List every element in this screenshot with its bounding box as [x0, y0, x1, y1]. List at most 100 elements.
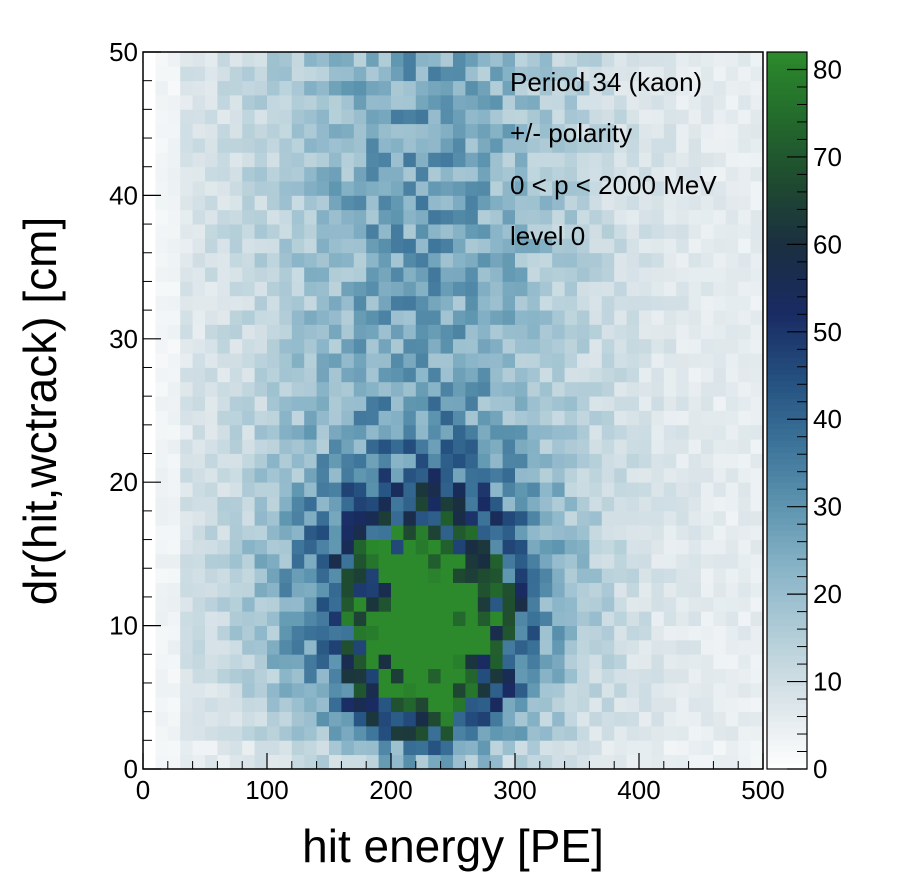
heatmap-cell: [267, 654, 280, 670]
heatmap-cell: [180, 539, 193, 555]
heatmap-cell: [192, 152, 206, 168]
heatmap-cell: [205, 267, 218, 282]
heatmap-cell: [304, 80, 317, 96]
heatmap-cell: [304, 482, 317, 497]
heatmap-cell: [391, 582, 404, 598]
heatmap-cell: [676, 238, 689, 254]
heatmap-cell: [539, 496, 553, 512]
heatmap-cell: [155, 353, 169, 368]
heatmap-cell: [725, 582, 739, 598]
heatmap-cell: [378, 252, 392, 268]
heatmap-cell: [601, 611, 615, 626]
heatmap-cell: [490, 668, 503, 684]
heatmap-cell: [366, 510, 379, 526]
colorbar-segment: [767, 189, 807, 196]
heatmap-cell: [515, 410, 528, 426]
heatmap-cell: [676, 338, 689, 354]
heatmap-cell: [577, 123, 590, 139]
heatmap-cell: [453, 639, 466, 655]
heatmap-cell: [440, 338, 454, 354]
colorbar-segment: [767, 476, 807, 483]
heatmap-cell: [564, 138, 578, 153]
heatmap-cell: [564, 711, 578, 727]
heatmap-cell: [601, 496, 615, 512]
heatmap-cell: [316, 668, 330, 684]
heatmap-cell: [601, 711, 615, 727]
heatmap-cell: [527, 166, 541, 182]
heatmap-cell: [440, 639, 454, 655]
heatmap-cell: [415, 52, 429, 67]
heatmap-cell: [316, 295, 330, 311]
heatmap-cell: [465, 625, 479, 641]
heatmap-cell: [304, 410, 317, 426]
heatmap-cell: [428, 353, 441, 368]
heatmap-cell: [701, 66, 714, 82]
heatmap-cell: [589, 109, 603, 125]
colorbar-segment: [767, 52, 807, 59]
heatmap-cell: [725, 310, 739, 325]
heatmap-cell: [341, 166, 355, 182]
heatmap-cell: [440, 525, 454, 540]
heatmap-cell: [167, 109, 181, 125]
heatmap-cell: [614, 138, 627, 153]
heatmap-cell: [217, 224, 231, 239]
heatmap-cell: [229, 697, 243, 713]
heatmap-cell: [403, 496, 417, 512]
heatmap-cell: [366, 553, 379, 569]
heatmap-cell: [564, 52, 578, 67]
heatmap-cell: [589, 553, 603, 569]
heatmap-cell: [465, 353, 479, 368]
heatmap-cell: [701, 754, 714, 770]
heatmap-cell: [341, 697, 355, 713]
colorbar-segment: [767, 661, 807, 669]
heatmap-cell: [552, 453, 565, 469]
heatmap-cell: [577, 138, 590, 153]
heatmap-cell: [453, 611, 466, 626]
colorbar-tick-label: 20: [813, 579, 842, 609]
heatmap-cell: [601, 539, 615, 555]
heatmap-cell: [639, 238, 652, 254]
heatmap-cell: [527, 611, 541, 626]
heatmap-cell: [477, 209, 491, 225]
heatmap-cell: [378, 338, 392, 354]
heatmap-cell: [539, 510, 553, 526]
heatmap-cell: [391, 381, 404, 397]
heatmap-cell: [415, 668, 429, 684]
heatmap-cell: [167, 195, 181, 211]
heatmap-cell: [329, 166, 342, 182]
heatmap-cell: [688, 725, 702, 741]
heatmap-cell: [378, 553, 392, 569]
colorbar-segment: [767, 709, 807, 716]
colorbar-segment: [767, 231, 807, 238]
colorbar-segment: [767, 207, 807, 214]
heatmap-cell: [738, 295, 751, 311]
heatmap-cell: [366, 611, 379, 626]
heatmap-cell: [428, 611, 441, 626]
heatmap-cell: [217, 281, 231, 297]
heatmap-cell: [304, 539, 317, 555]
colorbar-tick-label: 30: [813, 492, 842, 522]
heatmap-cell: [477, 324, 491, 340]
colorbar-segment: [767, 518, 807, 525]
heatmap-cell: [701, 682, 714, 698]
heatmap-cell: [378, 453, 392, 469]
heatmap-cell: [341, 224, 355, 239]
heatmap-cell: [527, 410, 541, 426]
heatmap-cell: [167, 682, 181, 698]
heatmap-cell: [229, 281, 243, 297]
heatmap-cell: [577, 109, 590, 125]
heatmap-cell: [155, 123, 169, 139]
heatmap-cell: [291, 453, 305, 469]
heatmap-cell: [477, 582, 491, 598]
heatmap-cell: [515, 582, 528, 598]
heatmap-cell: [651, 123, 665, 139]
heatmap-cell: [626, 195, 640, 211]
heatmap-cell: [242, 496, 255, 512]
heatmap-cell: [440, 467, 454, 483]
heatmap-cell: [167, 625, 181, 641]
heatmap-cell: [490, 754, 503, 770]
heatmap-cell: [750, 338, 764, 354]
heatmap-cell: [267, 740, 280, 756]
heatmap-cell: [428, 467, 441, 483]
heatmap-cell: [750, 381, 764, 397]
